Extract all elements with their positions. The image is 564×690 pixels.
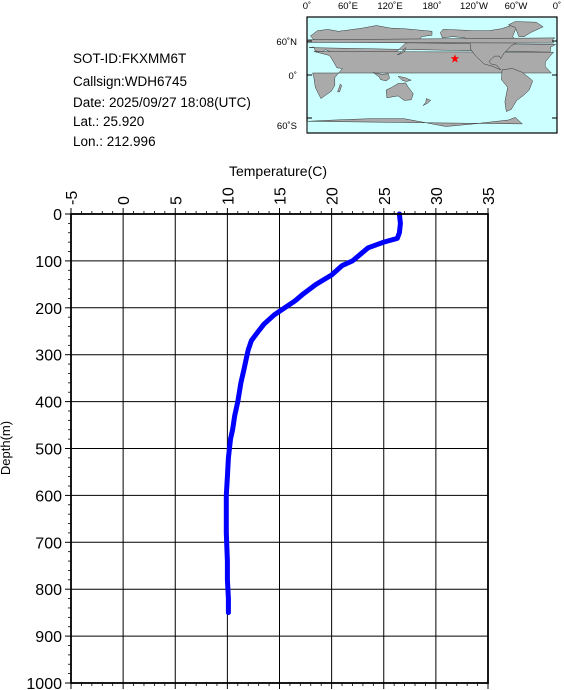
y-tick-label: 100 <box>35 254 62 271</box>
y-tick-label: 0 <box>53 207 62 224</box>
landmass-antarctica <box>306 117 523 133</box>
x-tick-label: 25 <box>377 187 394 205</box>
map-lon-label: 60˚W <box>505 1 528 12</box>
y-tick-label: 600 <box>35 488 62 505</box>
landmass-madagascar <box>337 83 342 93</box>
y-tick-label: 900 <box>35 629 62 646</box>
map-graticule <box>307 40 557 119</box>
landmass-africa <box>312 51 555 99</box>
landmass-new-zealand <box>422 98 432 106</box>
y-axis-title: Depth(m) <box>0 421 13 475</box>
y-tick-label: 700 <box>35 535 62 552</box>
y-tick-label: 400 <box>35 395 62 412</box>
y-tick-label: 1000 <box>26 676 62 690</box>
landmass-uk <box>306 37 556 44</box>
x-tick-labels: -5 0 5 10 15 20 25 30 35 <box>64 187 498 205</box>
x-axis-title: Temperature(C) <box>229 163 327 179</box>
y-tick-label: 500 <box>35 442 62 459</box>
observation-marker <box>450 54 460 63</box>
map-lon-label: 0˚ <box>303 1 311 12</box>
map-lon-label: 120˚W <box>460 1 488 12</box>
profile-series <box>223 211 403 616</box>
landmass-indonesia <box>372 72 390 82</box>
x-tick-label: 5 <box>168 196 185 205</box>
longitude-label: Lon.: 212.996 <box>73 134 156 149</box>
x-tick-label: -5 <box>64 191 81 205</box>
x-tick-label: 20 <box>325 187 342 205</box>
y-tick-label: 300 <box>35 348 62 365</box>
landmass-japan <box>397 46 407 56</box>
landmass-new-guinea <box>397 75 412 82</box>
map-lon-label: 180˚ <box>422 1 441 12</box>
map-lat-label: 0˚ <box>289 71 297 82</box>
map-lon-label: 60˚E <box>338 1 358 12</box>
landmass-greenland <box>507 21 544 37</box>
chart-grid <box>65 208 489 689</box>
x-tick-label: 0 <box>116 196 133 205</box>
callsign-label: Callsign:WDH6745 <box>73 74 188 89</box>
temperature-profile-line <box>223 211 403 616</box>
y-tick-label: 800 <box>35 582 62 599</box>
map-lat-label: 60˚N <box>276 37 297 48</box>
latitude-label: Lat.: 25.920 <box>73 114 145 129</box>
location-map: 0˚ 60˚E 120˚E 180˚ 120˚W 60˚W 0˚ 60˚N 0˚… <box>276 1 561 134</box>
x-tick-label: 15 <box>273 187 290 205</box>
y-tick-labels: 0 100 200 300 400 500 600 700 800 900 1000 <box>26 207 62 690</box>
landmass-south-america <box>501 68 533 112</box>
sot-id-label: SOT-ID:FKXMM6T <box>73 51 187 66</box>
date-label: Date: 2025/09/27 18:08(UTC) <box>73 95 251 110</box>
x-tick-label: 30 <box>429 187 446 205</box>
map-lat-label: 60˚S <box>277 121 297 132</box>
map-lon-label: 0˚ <box>553 1 561 12</box>
map-lon-label: 120˚E <box>377 1 402 12</box>
landmass-australia <box>385 82 414 101</box>
x-tick-label: 35 <box>481 187 498 205</box>
y-tick-label: 200 <box>35 301 62 318</box>
landmass-north-america <box>440 23 523 71</box>
plot-frame <box>70 213 489 684</box>
map-land <box>306 21 557 133</box>
x-tick-label: 10 <box>220 187 237 205</box>
